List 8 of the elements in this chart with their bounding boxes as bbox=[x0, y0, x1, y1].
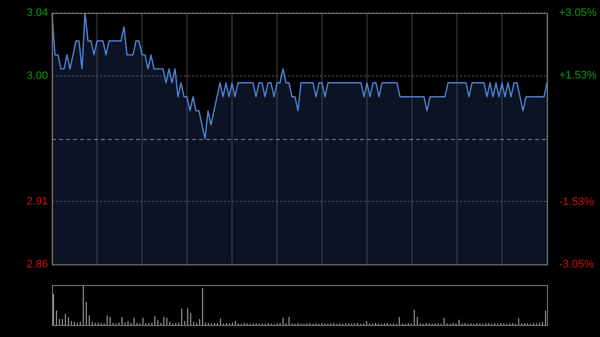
y-tick-label: 2.91 bbox=[26, 196, 48, 208]
y-tick-label: 3.04 bbox=[26, 7, 48, 20]
y-tick-label: 3.00 bbox=[26, 70, 48, 82]
y-tick-label: 2.86 bbox=[26, 258, 48, 270]
y2-tick-label: -1.53% bbox=[559, 196, 594, 208]
y2-tick-label: +1.53% bbox=[559, 70, 597, 82]
y2-tick-label: +3.05% bbox=[559, 7, 597, 20]
y2-tick-label: -3.05% bbox=[559, 258, 594, 270]
